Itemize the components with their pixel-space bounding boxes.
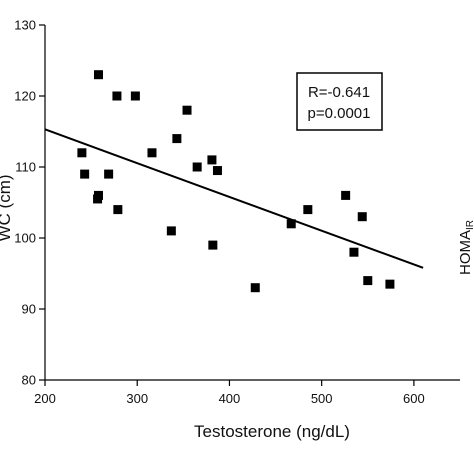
data-point (207, 155, 217, 165)
data-point (357, 212, 367, 222)
y-axis-title: WC (cm) (0, 174, 14, 241)
y-tick-label: 120 (14, 89, 36, 104)
data-point (93, 190, 103, 200)
data-points (77, 70, 395, 293)
x-tick-label: 300 (126, 391, 148, 406)
stats-p-value: p=0.0001 (308, 105, 371, 122)
data-point (77, 148, 87, 158)
data-point (286, 219, 296, 229)
y-tick-label: 110 (15, 160, 36, 175)
data-point (341, 190, 351, 200)
data-point (172, 134, 182, 144)
regression-line (44, 128, 424, 269)
data-point (166, 226, 176, 236)
y-tick-label: 80 (22, 373, 36, 388)
stats-box: R=-0.641 p=0.0001 (296, 72, 383, 131)
data-point (212, 166, 222, 176)
x-axis-title: Testosterone (ng/dL) (194, 422, 350, 441)
data-point (93, 70, 103, 80)
data-point (113, 205, 123, 215)
y-ticks: 80 90 100 110 120 130 (14, 18, 45, 388)
stats-box-frame (296, 72, 383, 131)
data-point (208, 240, 218, 250)
side-axis-label: HOMAIR (457, 220, 474, 275)
y-tick-label: 90 (22, 302, 36, 317)
data-point (112, 91, 122, 101)
x-axis: 200 300 400 500 600 Testosterone (ng/dL) (34, 379, 460, 441)
side-axis-label-subscript: IR (465, 220, 474, 230)
data-point (303, 205, 313, 215)
data-point (250, 283, 260, 293)
data-point (192, 162, 202, 172)
stats-r-value: R=-0.641 (308, 84, 370, 101)
x-tick-label: 200 (34, 391, 56, 406)
y-axis: 80 90 100 110 120 130 WC (cm) (0, 18, 46, 388)
data-point (182, 105, 192, 115)
x-tick-label: 500 (311, 391, 333, 406)
x-ticks: 200 300 400 500 600 (34, 380, 425, 406)
data-point (363, 276, 373, 286)
side-axis-label-main: HOMA (457, 230, 474, 275)
data-point (349, 247, 359, 257)
data-point (130, 91, 140, 101)
y-tick-label: 130 (14, 18, 36, 33)
data-point (385, 279, 395, 289)
y-tick-label: 100 (14, 231, 36, 246)
x-tick-label: 600 (403, 391, 425, 406)
data-point (147, 148, 157, 158)
x-tick-label: 400 (219, 391, 241, 406)
data-point (80, 169, 90, 179)
data-point (104, 169, 114, 179)
